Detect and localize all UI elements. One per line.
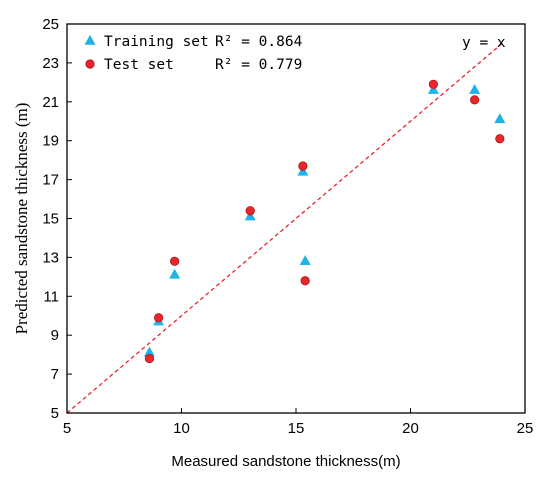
legend-label-test: Test set	[104, 57, 174, 73]
training-point	[299, 255, 311, 266]
y-tick-label: 13	[42, 249, 59, 266]
training-point	[297, 165, 309, 176]
reference-line-layer	[66, 41, 505, 414]
ticks-layer: 5 10 15 20 25 5 7 9 11 13 15 17 19 21 23 25	[42, 16, 533, 437]
y-axis-title: Predicted sandstone thickness (m)	[12, 103, 31, 335]
y-tick-label: 11	[43, 288, 59, 305]
y-tick-label: 21	[42, 94, 59, 111]
legend-marker-training	[84, 34, 96, 45]
test-point	[470, 95, 480, 105]
y-tick-label: 5	[51, 405, 59, 422]
test-point	[300, 276, 310, 286]
x-tick-label: 25	[517, 420, 534, 437]
y-tick-label: 23	[42, 55, 59, 72]
x-tick-label: 15	[288, 420, 305, 437]
y-tick-label: 19	[42, 133, 59, 150]
r2-training: R² = 0.864	[215, 34, 303, 50]
points-layer	[143, 79, 506, 364]
test-point	[170, 256, 180, 266]
legend: Training set R² = 0.864 Test set R² = 0.779	[84, 34, 303, 73]
test-point	[428, 79, 438, 89]
test-point	[154, 313, 164, 323]
y-tick-label: 17	[42, 172, 59, 189]
legend-marker-test	[85, 59, 95, 69]
x-tick-label: 10	[173, 420, 190, 437]
y-tick-label: 25	[42, 16, 59, 33]
y-tick-label: 9	[51, 327, 59, 344]
reference-line-label: y = x	[462, 35, 506, 51]
training-point	[494, 113, 506, 124]
training-point	[143, 346, 155, 357]
test-point	[495, 134, 505, 144]
y-tick-label: 15	[42, 211, 59, 228]
x-tick-label: 5	[63, 420, 71, 437]
test-point	[298, 161, 308, 171]
test-point	[245, 206, 255, 216]
y-tick-label: 7	[51, 366, 59, 383]
test-point	[144, 353, 155, 364]
reference-line	[66, 41, 505, 414]
x-axis-title: Measured sandstone thickness(m)	[171, 453, 400, 470]
training-point	[469, 83, 481, 94]
x-tick-label: 20	[402, 420, 419, 437]
training-point	[169, 268, 181, 279]
training-point	[244, 210, 256, 221]
r2-test: R² = 0.779	[215, 57, 302, 73]
legend-label-training: Training set	[104, 34, 209, 50]
training-point	[427, 83, 439, 94]
